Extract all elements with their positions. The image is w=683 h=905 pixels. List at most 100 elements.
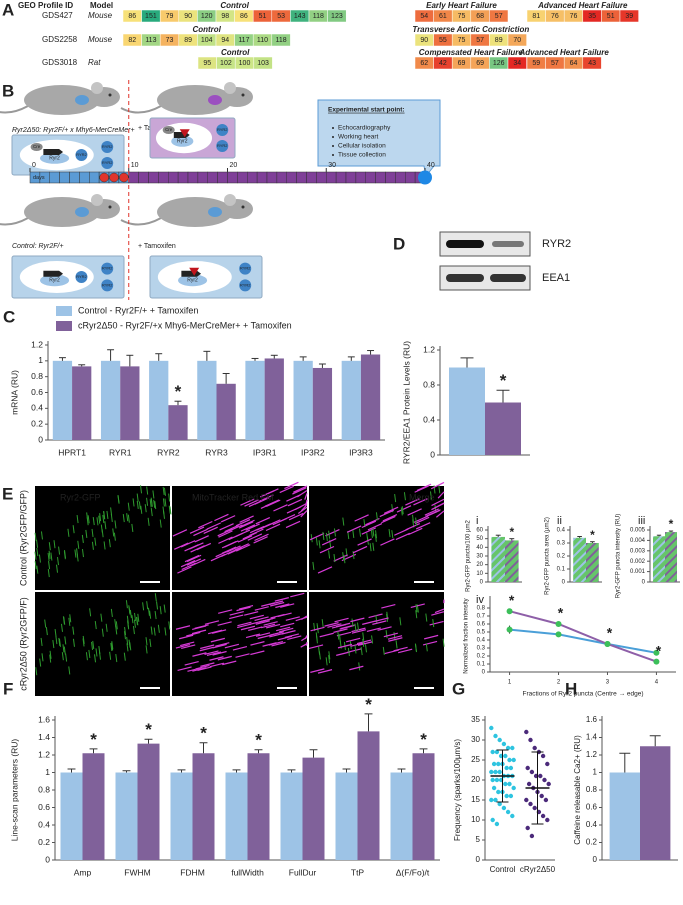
mito	[191, 629, 207, 635]
striation	[374, 533, 377, 542]
genotype: Ryr2Δ50: Ryr2F/+ x Mhy6-MerCreMer+	[12, 127, 135, 134]
mito	[203, 526, 218, 534]
mito	[285, 520, 301, 529]
mito	[413, 498, 428, 506]
mito	[235, 653, 250, 658]
x-tick-label: FullDur	[289, 867, 317, 877]
y-tick-label: 0.001	[630, 569, 646, 575]
bar	[412, 753, 435, 860]
mito	[361, 527, 377, 535]
protein-label: RYR2	[240, 266, 251, 271]
striation	[82, 638, 85, 647]
mouse-eye	[108, 205, 112, 209]
striation	[382, 646, 385, 655]
day-segment	[256, 171, 268, 184]
striation	[99, 513, 102, 522]
y-axis-label: RYR2/EEA1 Protein Levels (RU)	[401, 341, 411, 464]
striation	[96, 517, 99, 526]
mito	[396, 505, 412, 513]
mito	[237, 621, 252, 627]
injection	[99, 172, 109, 183]
day-segment	[335, 171, 347, 184]
striation	[149, 638, 152, 647]
mito	[186, 558, 202, 566]
striation	[49, 654, 52, 663]
heat-cell	[619, 9, 639, 23]
y-tick-label: 0.004	[630, 538, 646, 544]
significance: *	[255, 731, 262, 750]
striation	[366, 532, 369, 541]
point	[538, 773, 543, 779]
day-segment	[375, 171, 386, 184]
striation	[34, 532, 37, 541]
y-tick-label: 1.2	[38, 749, 50, 759]
mouse-tail	[0, 217, 29, 226]
mito	[395, 532, 411, 541]
mito	[221, 541, 237, 549]
striation	[333, 554, 336, 563]
striation	[400, 507, 403, 516]
bar	[149, 360, 169, 440]
mito	[351, 629, 367, 634]
day-segment	[326, 171, 337, 184]
x-tick-label: Amp	[74, 867, 92, 877]
striation	[147, 517, 150, 526]
y-tick-label: 0	[593, 855, 598, 864]
panel-label: G	[452, 679, 465, 698]
mito	[184, 660, 199, 666]
nucleus-label: Ryr2	[49, 156, 60, 162]
mito	[272, 517, 288, 526]
x-tick-label: RYR2	[157, 447, 180, 457]
callout	[317, 99, 441, 178]
point	[511, 785, 516, 791]
marker	[653, 658, 660, 665]
ryr2-protein	[101, 279, 114, 292]
striation	[140, 505, 143, 514]
y-tick-label: 0.2	[38, 837, 50, 847]
mito	[254, 533, 269, 542]
x-tick-label: cRyr2Δ50	[520, 865, 556, 874]
striation	[358, 662, 361, 671]
y-axis-label: Normalized fraction intensity	[464, 598, 470, 673]
striation	[399, 617, 402, 626]
cell-value: 35	[588, 13, 596, 20]
striation	[168, 621, 171, 630]
cell-value: 143	[294, 13, 306, 20]
striation	[393, 631, 396, 641]
point	[528, 801, 533, 807]
striation	[76, 514, 79, 524]
striation	[91, 528, 94, 537]
point	[511, 757, 516, 763]
y-tick-label: 30	[471, 735, 480, 744]
mito	[239, 515, 254, 523]
striation	[64, 636, 67, 645]
striation	[432, 619, 435, 628]
profile-id: GDS3018	[42, 58, 78, 67]
striation	[315, 537, 318, 546]
mito	[194, 535, 209, 543]
micrograph	[35, 486, 170, 590]
mito	[304, 493, 308, 500]
significance: *	[200, 724, 207, 743]
mito	[259, 490, 275, 498]
protein-label: RYR2	[217, 127, 228, 132]
mito	[350, 617, 365, 623]
mito	[269, 632, 284, 638]
mito	[405, 522, 421, 531]
mito	[300, 504, 308, 512]
striation	[68, 617, 71, 626]
bar	[665, 532, 677, 582]
striation	[115, 626, 118, 635]
point	[540, 753, 546, 759]
point	[494, 821, 500, 827]
y-tick-label: 30	[476, 554, 483, 560]
heat-cell	[271, 33, 291, 47]
significance: *	[509, 592, 515, 608]
bar	[197, 360, 217, 440]
day-segment	[385, 171, 396, 184]
striation	[150, 508, 153, 517]
y-tick-label: 0	[430, 449, 435, 459]
striation	[328, 655, 331, 664]
mito	[181, 562, 196, 571]
y-tick-label: 0.4	[423, 414, 435, 424]
